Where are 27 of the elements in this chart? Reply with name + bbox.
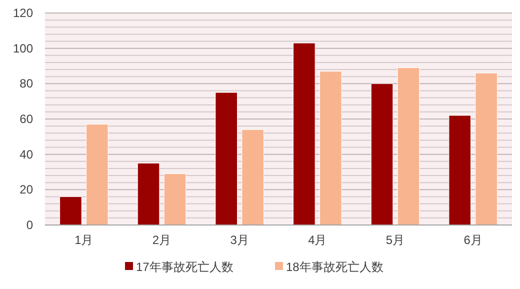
bar [86,124,108,226]
y-tick-label: 80 [20,76,34,91]
y-tick-label: 0 [26,218,34,232]
bar [448,115,471,226]
bar [475,72,498,226]
bar [215,92,238,226]
bar [137,162,160,226]
legend-label: 17年事故死亡人数 [136,260,234,274]
x-tick-label: 6月 [464,233,482,247]
x-tick-label: 3月 [230,233,249,247]
y-tick-label: 120 [12,6,34,20]
x-tick-label: 5月 [386,233,405,247]
bar [164,174,186,226]
bar [370,83,394,226]
y-tick-label: 60 [20,112,34,126]
x-tick-label: 1月 [74,233,94,247]
x-tick-label: 2月 [152,233,172,247]
y-tick-label: 40 [20,147,34,162]
legend-label: 18年事故死亡人数 [286,260,384,274]
bar [60,196,82,226]
bar [397,68,420,226]
x-tick-label: 4月 [308,233,327,247]
y-tick-label: 100 [12,41,34,56]
bar [320,71,342,226]
bar [242,129,264,226]
bar [293,42,316,226]
y-tick-label: 20 [20,182,34,197]
